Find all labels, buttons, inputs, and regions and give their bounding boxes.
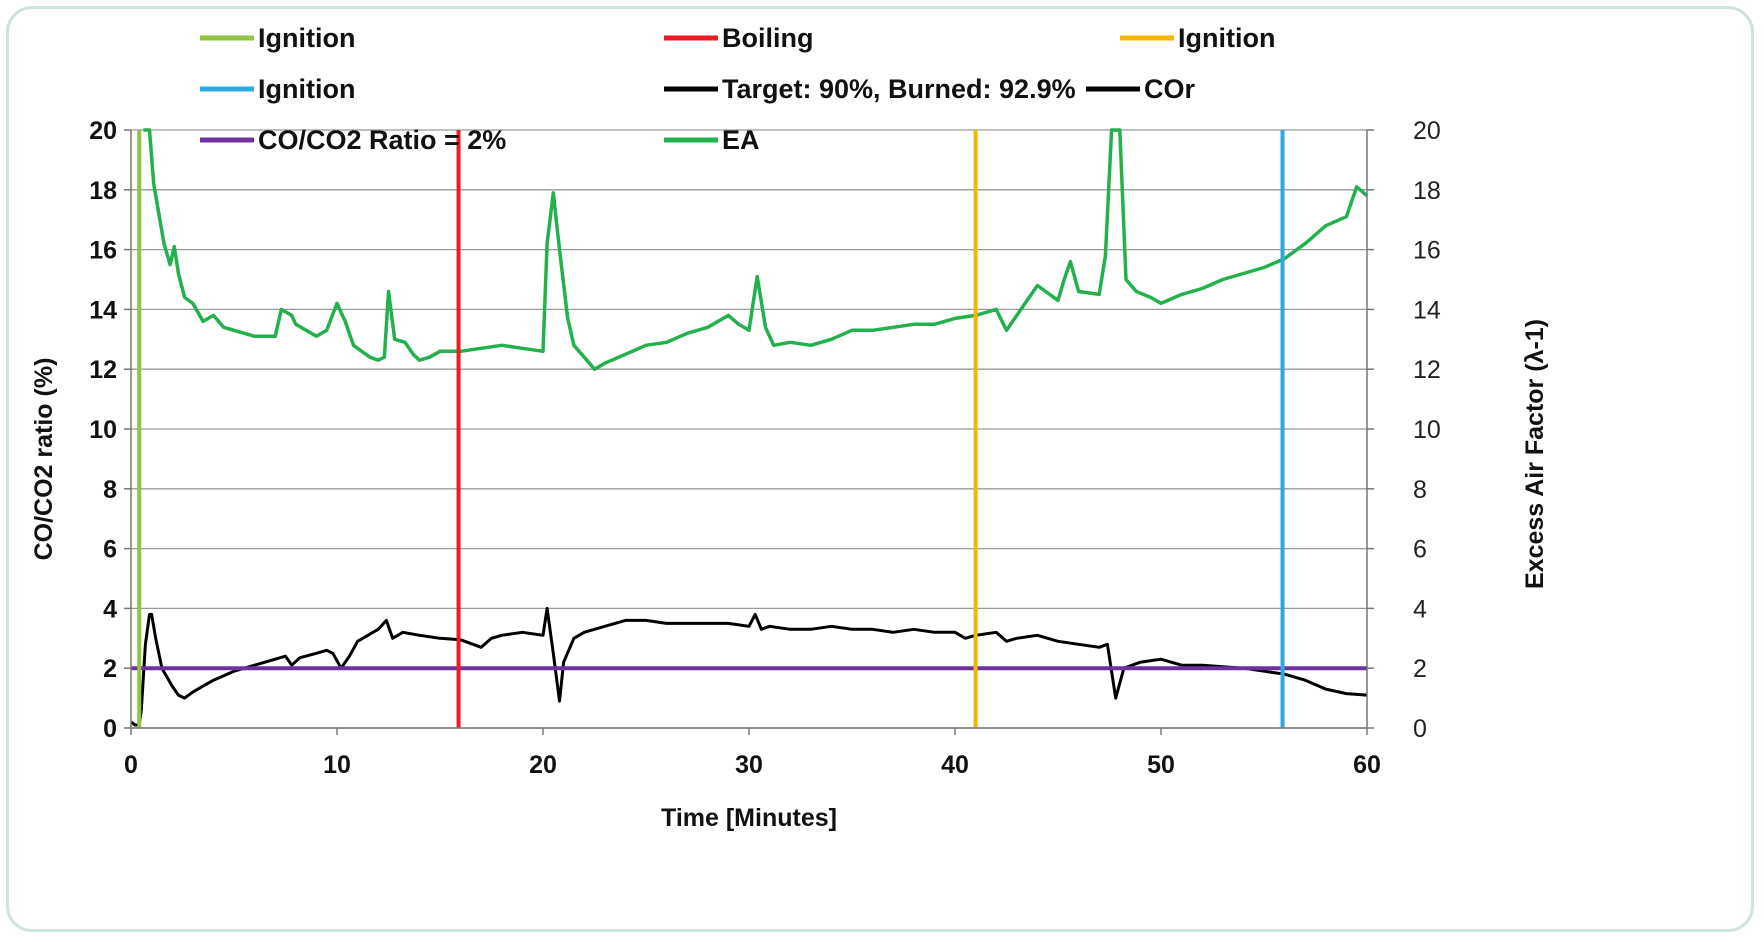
legend-label: Target: 90%, Burned: 92.9%	[722, 74, 1076, 104]
y2-tick-label: 2	[1413, 655, 1427, 683]
y-tick-label: 2	[103, 655, 117, 683]
y-tick-label: 6	[103, 536, 117, 564]
y-tick-label: 4	[103, 595, 117, 623]
y-tick-label: 20	[89, 117, 117, 145]
legend-label: COr	[1144, 74, 1196, 104]
x-tick-label: 50	[1147, 751, 1175, 779]
y2-tick-label: 16	[1413, 237, 1441, 265]
x-tick-label: 40	[941, 751, 969, 779]
y-tick-label: 16	[89, 237, 117, 265]
y2-tick-label: 18	[1413, 177, 1441, 205]
plot-series	[130, 128, 1369, 728]
series-cor-line	[130, 606, 1368, 727]
y-tick-label: 12	[89, 356, 117, 384]
legend-label: Ignition	[1178, 23, 1275, 53]
y2-tick-label: 0	[1413, 715, 1427, 743]
y-tick-label: 14	[89, 296, 117, 324]
x-tick-label: 10	[323, 751, 351, 779]
legend-label: Ignition	[258, 23, 355, 53]
chart-frame	[6, 6, 1754, 932]
x-tick-label: 20	[529, 751, 557, 779]
legend-label: Ignition	[258, 74, 355, 104]
y2-tick-label: 14	[1413, 296, 1441, 324]
y2-tick-label: 8	[1413, 476, 1427, 504]
x-tick-label: 60	[1353, 751, 1381, 779]
legend-label: EA	[722, 125, 760, 155]
y-tick-label: 10	[89, 416, 117, 444]
x-tick-label: 0	[124, 751, 138, 779]
y2-tick-label: 10	[1413, 416, 1441, 444]
y2-tick-label: 6	[1413, 536, 1427, 564]
y-tick-label: 18	[89, 177, 117, 205]
legend-label: CO/CO2 Ratio = 2%	[258, 125, 506, 155]
y-tick-label: 0	[103, 715, 117, 743]
axes: 0 2 4 6 8 10 12 14 16 18 20 0 2 4 6 8 10 12 14 16 18 20 0 10 20 3…	[89, 117, 1441, 779]
grid-lines	[131, 129, 1367, 729]
x-tick-label: 30	[735, 751, 763, 779]
legend: Ignition Boiling Ignition Ignition Target: 9…	[200, 23, 1275, 155]
y-tick-label: 8	[103, 476, 117, 504]
x-axis-title: Time [Minutes]	[661, 804, 837, 832]
y2-tick-label: 4	[1413, 595, 1427, 623]
series-ea-line	[143, 128, 1369, 371]
y2-axis-title: Excess Air Factor (λ-1)	[1521, 319, 1549, 589]
y2-tick-label: 12	[1413, 356, 1441, 384]
y2-tick-label: 20	[1413, 117, 1441, 145]
y-axis-title: CO/CO2 ratio (%)	[30, 358, 58, 561]
legend-label: Boiling	[722, 23, 813, 53]
